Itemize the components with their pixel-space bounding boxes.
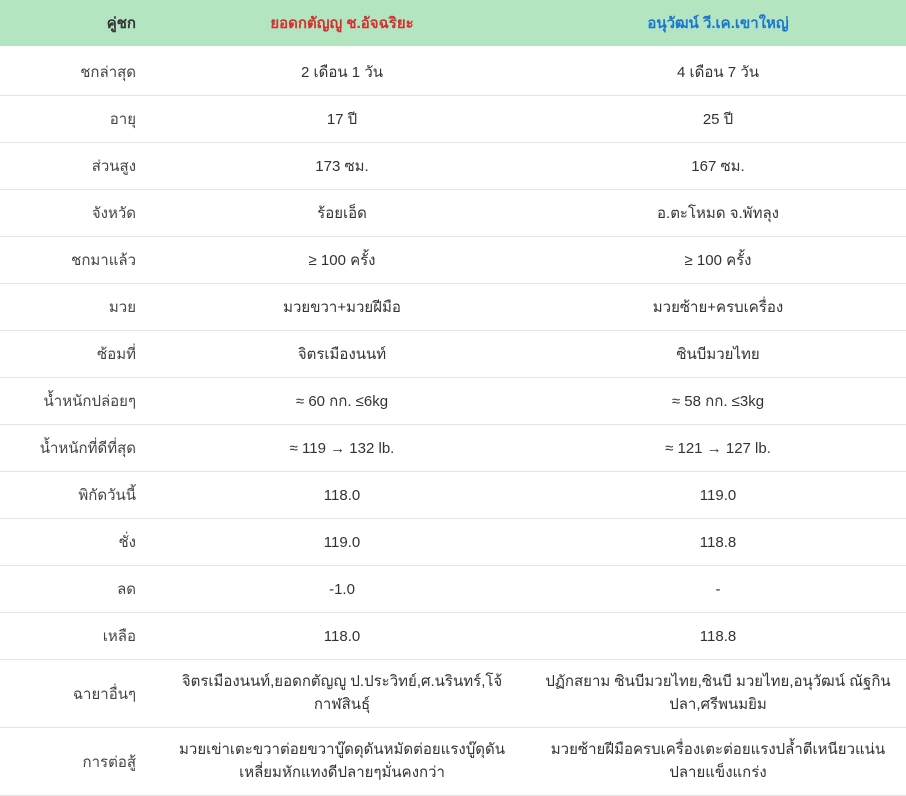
cell-blue: ≈ 58 กก. ≤3kg [530, 378, 906, 425]
row-label: น้ำหนักปล่อยๆ [0, 378, 154, 425]
table-row: จังหวัดร้อยเอ็ดอ.ตะโหมด จ.พัทลุง [0, 190, 906, 237]
cell-red: ≈ 60 กก. ≤6kg [154, 378, 530, 425]
header-fighter-blue: อนุวัฒน์ วี.เค.เขาใหญ่ [530, 0, 906, 46]
table-body: ชกล่าสุด2 เดือน 1 วัน4 เดือน 7 วัน อายุ1… [0, 46, 906, 796]
row-label: ส่วนสูง [0, 143, 154, 190]
cell-red: -1.0 [154, 566, 530, 613]
table-row: ลด-1.0- [0, 566, 906, 613]
row-label: พิกัดวันนี้ [0, 472, 154, 519]
table-row: ชกมาแล้ว≥ 100 ครั้ง≥ 100 ครั้ง [0, 237, 906, 284]
row-label: ลด [0, 566, 154, 613]
cell-blue: 118.8 [530, 613, 906, 660]
table-row: ซ้อมที่จิตรเมืองนนท์ซินบีมวยไทย [0, 331, 906, 378]
cell-red: 118.0 [154, 472, 530, 519]
table-row: ส่วนสูง173 ซม.167 ซม. [0, 143, 906, 190]
cell-red: 119.0 [154, 519, 530, 566]
cell-red: 17 ปี [154, 96, 530, 143]
cell-red: ร้อยเอ็ด [154, 190, 530, 237]
row-label: การต่อสู้ [0, 728, 154, 796]
cell-blue: 4 เดือน 7 วัน [530, 46, 906, 96]
row-label: ฉายาอื่นๆ [0, 660, 154, 728]
table-row: น้ำหนักที่ดีที่สุด≈ 119 → 132 lb.≈ 121 →… [0, 425, 906, 472]
table-row: การต่อสู้มวยเข่าเตะขวาต่อยขวาบู๊ดดุดันหม… [0, 728, 906, 796]
cell-blue: 118.8 [530, 519, 906, 566]
cell-red: ≈ 119 → 132 lb. [154, 425, 530, 472]
row-label: ชั่ง [0, 519, 154, 566]
cell-red: 2 เดือน 1 วัน [154, 46, 530, 96]
cell-blue: อ.ตะโหมด จ.พัทลุง [530, 190, 906, 237]
table-row: ฉายาอื่นๆจิตรเมืองนนท์,ยอดกตัญญู ป.ประวิ… [0, 660, 906, 728]
table-row: อายุ17 ปี25 ปี [0, 96, 906, 143]
row-label: เหลือ [0, 613, 154, 660]
table-row: มวยมวยขวา+มวยฝีมือมวยซ้าย+ครบเครื่อง [0, 284, 906, 331]
row-label: อายุ [0, 96, 154, 143]
cell-red: 173 ซม. [154, 143, 530, 190]
table-row: ชั่ง119.0118.8 [0, 519, 906, 566]
cell-blue: มวยซ้าย+ครบเครื่อง [530, 284, 906, 331]
table-row: น้ำหนักปล่อยๆ≈ 60 กก. ≤6kg≈ 58 กก. ≤3kg [0, 378, 906, 425]
cell-blue: 167 ซม. [530, 143, 906, 190]
row-label: ชกมาแล้ว [0, 237, 154, 284]
row-label: มวย [0, 284, 154, 331]
table-row: พิกัดวันนี้118.0119.0 [0, 472, 906, 519]
table-row: ชกล่าสุด2 เดือน 1 วัน4 เดือน 7 วัน [0, 46, 906, 96]
cell-blue: 119.0 [530, 472, 906, 519]
cell-blue: - [530, 566, 906, 613]
cell-red: มวยเข่าเตะขวาต่อยขวาบู๊ดดุดันหมัดต่อยแรง… [154, 728, 530, 796]
fighter-comparison-table: คู่ชก ยอดกตัญญู ช.อัจฉริยะ อนุวัฒน์ วี.เ… [0, 0, 906, 796]
cell-blue: ≈ 121 → 127 lb. [530, 425, 906, 472]
cell-blue: มวยซ้ายฝีมือครบเครื่องเตะต่อยแรงปล้ำตีเห… [530, 728, 906, 796]
cell-red: มวยขวา+มวยฝีมือ [154, 284, 530, 331]
cell-red: ≥ 100 ครั้ง [154, 237, 530, 284]
cell-red: 118.0 [154, 613, 530, 660]
cell-blue: ซินบีมวยไทย [530, 331, 906, 378]
cell-red: จิตรเมืองนนท์ [154, 331, 530, 378]
row-label: ชกล่าสุด [0, 46, 154, 96]
row-label: จังหวัด [0, 190, 154, 237]
header-label: คู่ชก [0, 0, 154, 46]
row-label: น้ำหนักที่ดีที่สุด [0, 425, 154, 472]
header-fighter-red: ยอดกตัญญู ช.อัจฉริยะ [154, 0, 530, 46]
table-header-row: คู่ชก ยอดกตัญญู ช.อัจฉริยะ อนุวัฒน์ วี.เ… [0, 0, 906, 46]
cell-blue: 25 ปี [530, 96, 906, 143]
cell-blue: ปฏักสยาม ซินบีมวยไทย,ซินบี มวยไทย,อนุวัฒ… [530, 660, 906, 728]
cell-blue: ≥ 100 ครั้ง [530, 237, 906, 284]
cell-red: จิตรเมืองนนท์,ยอดกตัญญู ป.ประวิทย์,ศ.นริ… [154, 660, 530, 728]
row-label: ซ้อมที่ [0, 331, 154, 378]
table-row: เหลือ118.0118.8 [0, 613, 906, 660]
